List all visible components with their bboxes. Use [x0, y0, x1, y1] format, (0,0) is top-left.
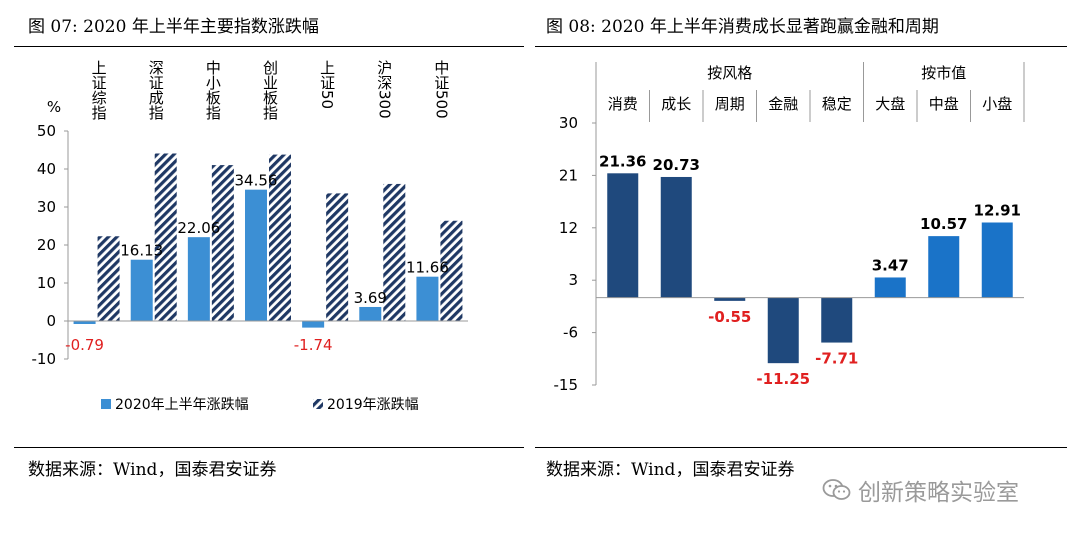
y-tick-label: 21 [559, 166, 578, 184]
bar-2019 [269, 154, 291, 321]
category-label: 上证50 [318, 60, 336, 109]
bar [874, 277, 906, 298]
bar-2019 [211, 165, 234, 321]
data-label: 3.47 [872, 256, 909, 274]
left-bar-chart: -10 0 10 20 30 40 50% -0.79 上证综指 16.13 深证成指 22.06 中小… [32, 60, 468, 413]
data-label: 3.69 [354, 289, 387, 307]
category-label: 周期 [715, 95, 745, 113]
category-label: 中小板指 [204, 60, 222, 121]
right-figure-title: 图 08: 2020 年上半年消费成长显著跑赢金融和周期 [546, 17, 939, 37]
category-label: 中证500 [432, 60, 450, 119]
data-label: 16.13 [120, 242, 163, 260]
data-label: 21.36 [599, 152, 646, 170]
data-label: -0.79 [65, 336, 104, 354]
bar-2020 [73, 321, 96, 325]
y-tick-label: 12 [559, 219, 578, 237]
bar-2020 [302, 321, 325, 328]
bar [607, 173, 639, 298]
y-tick-label: 20 [37, 236, 56, 254]
y-tick-label: -15 [554, 376, 579, 394]
data-label: -1.74 [294, 336, 333, 354]
y-tick-label: 3 [568, 271, 578, 289]
bar-2020 [359, 306, 382, 321]
left-top-rule [14, 46, 524, 47]
data-label: 34.56 [235, 172, 278, 190]
category-label: 金融 [768, 95, 798, 113]
legend-label-2020: 2020年上半年涨跌幅 [115, 397, 249, 413]
data-label: -0.55 [708, 308, 751, 326]
category-label: 消费 [608, 95, 638, 113]
y-tick-label: 0 [46, 312, 56, 330]
bar-2019 [383, 183, 406, 321]
data-label: 11.66 [406, 259, 449, 277]
category-label: 中盘 [929, 95, 959, 113]
y-tick-label: 10 [37, 274, 56, 292]
data-label: -7.71 [815, 350, 858, 368]
data-label: -11.25 [756, 370, 810, 388]
bar-2019 [326, 193, 349, 321]
group-label: 按风格 [707, 64, 752, 82]
bar [981, 222, 1013, 298]
right-data-source: 数据来源：Wind，国泰君安证券 [546, 460, 795, 480]
bar-2020 [187, 237, 210, 321]
left-bottom-rule [14, 447, 524, 448]
bar [767, 297, 799, 364]
y-tick-label: 50 [37, 122, 56, 140]
category-label: 成长 [661, 95, 691, 113]
right-bar-chart: -15 -6 3 12 21 30 按风格 按市值 21.36 消费 20.73 成长 -0.55 周期 -… [554, 62, 1025, 394]
data-label: 20.73 [653, 156, 700, 174]
category-label: 稳定 [822, 95, 852, 113]
bar [821, 297, 853, 343]
bar [660, 176, 692, 298]
y-tick-label: 30 [37, 198, 56, 216]
data-label: 12.91 [974, 202, 1021, 220]
right-bottom-rule [535, 447, 1067, 448]
bar [928, 236, 960, 298]
data-label: 22.06 [177, 219, 220, 237]
legend-swatch-2019 [313, 399, 323, 409]
category-label: 创业板指 [261, 60, 279, 121]
right-top-rule [535, 46, 1067, 47]
y-unit-label: % [47, 98, 61, 116]
bar-2019 [440, 220, 463, 321]
watermark-text: 创新策略实验室 [858, 480, 1019, 506]
watermark: 创新策略实验室 [822, 476, 1019, 506]
y-tick-label: 40 [37, 160, 56, 178]
legend-label-2019: 2019年涨跌幅 [327, 397, 419, 413]
category-label: 深证成指 [147, 60, 165, 121]
bar-2019 [154, 153, 177, 321]
left-figure-title: 图 07: 2020 年上半年主要指数涨跌幅 [28, 17, 319, 37]
y-tick-label: -6 [563, 324, 578, 342]
data-label: 10.57 [920, 215, 967, 233]
left-data-source: 数据来源：Wind，国泰君安证券 [28, 460, 277, 480]
bar [714, 297, 746, 301]
bar-2019 [97, 236, 120, 321]
category-label: 沪深300 [375, 60, 393, 119]
legend-swatch-2020 [101, 399, 111, 409]
bar-2020 [245, 189, 267, 321]
y-tick-label: 30 [559, 114, 578, 132]
bar-2020 [130, 259, 153, 321]
wechat-icon [822, 479, 851, 500]
group-label: 按市值 [921, 64, 966, 82]
category-label: 小盘 [982, 95, 1012, 113]
bar-2020 [416, 276, 439, 321]
y-tick-label: -10 [32, 350, 57, 368]
category-label: 上证综指 [90, 60, 108, 121]
category-label: 大盘 [875, 95, 905, 113]
